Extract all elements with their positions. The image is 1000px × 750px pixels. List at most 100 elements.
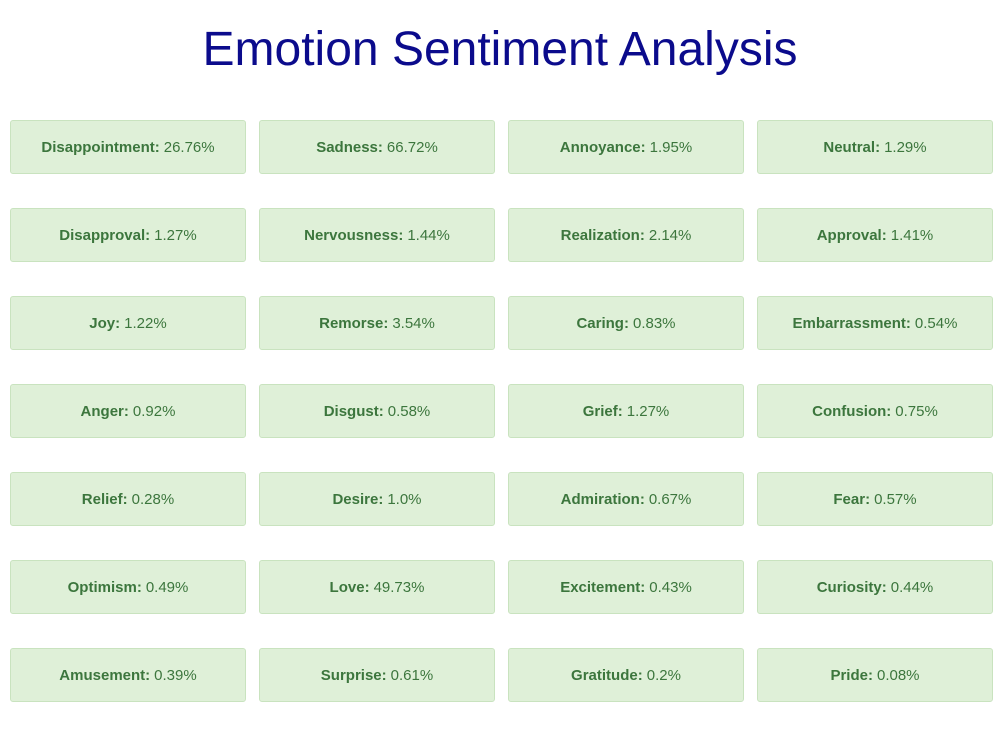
emotion-separator: : bbox=[905, 314, 911, 332]
emotion-separator: : bbox=[381, 666, 387, 684]
emotion-separator: : bbox=[640, 578, 646, 596]
emotion-label: Remorse bbox=[319, 314, 384, 332]
emotion-separator: : bbox=[623, 314, 629, 332]
emotion-value: 49.73% bbox=[373, 578, 425, 596]
emotion-value: 3.54% bbox=[392, 314, 435, 332]
emotion-label: Disappointment bbox=[41, 138, 155, 156]
emotion-label: Approval bbox=[816, 226, 882, 244]
emotion-card-optimism: Optimism:0.49% bbox=[10, 560, 246, 614]
emotion-label: Neutral bbox=[823, 138, 876, 156]
emotion-separator: : bbox=[145, 666, 151, 684]
emotion-card-disgust: Disgust:0.58% bbox=[259, 384, 495, 438]
emotion-card-surprise: Surprise:0.61% bbox=[259, 648, 495, 702]
emotion-value: 1.27% bbox=[626, 402, 670, 420]
emotion-value: 0.61% bbox=[390, 666, 434, 684]
emotion-value: 0.75% bbox=[895, 402, 938, 420]
emotion-label: Nervousness bbox=[304, 226, 399, 244]
emotion-label: Curiosity bbox=[816, 578, 882, 596]
emotion-separator: : bbox=[639, 490, 645, 508]
emotion-separator: : bbox=[639, 226, 645, 244]
emotion-card-love: Love:49.73% bbox=[259, 560, 495, 614]
emotion-card-joy: Joy:1.22% bbox=[10, 296, 246, 350]
emotion-label: Pride bbox=[830, 666, 868, 684]
emotion-value: 0.57% bbox=[874, 490, 917, 508]
emotion-label: Caring bbox=[576, 314, 624, 332]
emotion-label: Grief bbox=[582, 402, 618, 420]
emotion-card-caring: Caring:0.83% bbox=[508, 296, 744, 350]
emotion-separator: : bbox=[881, 226, 887, 244]
emotion-label: Surprise bbox=[320, 666, 382, 684]
emotion-label: Disgust bbox=[323, 402, 379, 420]
emotion-label: Optimism bbox=[67, 578, 137, 596]
emotion-separator: : bbox=[378, 490, 384, 508]
emotion-card-excitement: Excitement:0.43% bbox=[508, 560, 744, 614]
emotion-card-confusion: Confusion:0.75% bbox=[757, 384, 993, 438]
emotion-card-sadness: Sadness:66.72% bbox=[259, 120, 495, 174]
emotion-value: 26.76% bbox=[163, 138, 215, 156]
emotion-label: Disapproval bbox=[59, 226, 146, 244]
emotion-separator: : bbox=[881, 578, 887, 596]
emotion-value: 1.95% bbox=[649, 138, 693, 156]
emotion-separator: : bbox=[875, 138, 881, 156]
emotion-label: Anger bbox=[80, 402, 124, 420]
emotion-label: Confusion bbox=[812, 402, 887, 420]
page-title: Emotion Sentiment Analysis bbox=[202, 23, 798, 76]
emotion-label: Joy bbox=[89, 314, 116, 332]
emotion-separator: : bbox=[617, 402, 623, 420]
emotion-value: 0.58% bbox=[387, 402, 431, 420]
emotion-card-fear: Fear:0.57% bbox=[757, 472, 993, 526]
emotion-card-disapproval: Disapproval:1.27% bbox=[10, 208, 246, 262]
emotion-card-amusement: Amusement:0.39% bbox=[10, 648, 246, 702]
emotion-separator: : bbox=[377, 138, 383, 156]
emotion-separator: : bbox=[123, 402, 129, 420]
emotion-card-approval: Approval:1.41% bbox=[757, 208, 993, 262]
emotion-separator: : bbox=[640, 138, 646, 156]
emotion-separator: : bbox=[364, 578, 370, 596]
emotion-separator: : bbox=[865, 490, 871, 508]
emotion-label: Sadness bbox=[316, 138, 378, 156]
emotion-card-nervousness: Nervousness:1.44% bbox=[259, 208, 495, 262]
emotion-card-relief: Relief:0.28% bbox=[10, 472, 246, 526]
emotion-separator: : bbox=[122, 490, 128, 508]
emotion-value: 66.72% bbox=[386, 138, 438, 156]
emotion-card-neutral: Neutral:1.29% bbox=[757, 120, 993, 174]
emotion-card-annoyance: Annoyance:1.95% bbox=[508, 120, 744, 174]
emotion-separator: : bbox=[637, 666, 643, 684]
emotion-card-remorse: Remorse:3.54% bbox=[259, 296, 495, 350]
emotion-card-anger: Anger:0.92% bbox=[10, 384, 246, 438]
emotion-card-grief: Grief:1.27% bbox=[508, 384, 744, 438]
emotion-value: 2.14% bbox=[648, 226, 692, 244]
emotion-value: 0.92% bbox=[132, 402, 176, 420]
emotion-value: 0.44% bbox=[890, 578, 934, 596]
emotion-value: 0.83% bbox=[632, 314, 676, 332]
emotion-label: Fear bbox=[833, 490, 866, 508]
emotion-separator: : bbox=[398, 226, 404, 244]
emotion-label: Excitement bbox=[560, 578, 641, 596]
emotion-label: Realization bbox=[560, 226, 640, 244]
emotion-separator: : bbox=[145, 226, 151, 244]
emotion-value: 1.44% bbox=[407, 226, 450, 244]
emotion-value: 0.67% bbox=[648, 490, 692, 508]
emotion-card-disappointment: Disappointment:26.76% bbox=[10, 120, 246, 174]
emotion-value: 1.22% bbox=[124, 314, 167, 332]
emotion-value: 0.28% bbox=[131, 490, 175, 508]
emotion-label: Admiration bbox=[560, 490, 640, 508]
emotion-label: Amusement bbox=[59, 666, 146, 684]
emotion-separator: : bbox=[136, 578, 142, 596]
emotion-value: 0.39% bbox=[154, 666, 197, 684]
emotion-label: Relief bbox=[81, 490, 123, 508]
emotion-card-gratitude: Gratitude:0.2% bbox=[508, 648, 744, 702]
emotion-card-curiosity: Curiosity:0.44% bbox=[757, 560, 993, 614]
emotion-separator: : bbox=[115, 314, 121, 332]
emotion-value: 0.54% bbox=[914, 314, 958, 332]
emotion-card-embarrassment: Embarrassment:0.54% bbox=[757, 296, 993, 350]
emotion-label: Desire bbox=[332, 490, 379, 508]
emotion-separator: : bbox=[867, 666, 873, 684]
emotion-value: 1.27% bbox=[154, 226, 197, 244]
emotion-label: Love bbox=[329, 578, 365, 596]
emotion-separator: : bbox=[886, 402, 892, 420]
emotion-value: 1.41% bbox=[890, 226, 934, 244]
emotion-card-desire: Desire:1.0% bbox=[259, 472, 495, 526]
emotion-separator: : bbox=[383, 314, 389, 332]
emotion-separator: : bbox=[378, 402, 384, 420]
